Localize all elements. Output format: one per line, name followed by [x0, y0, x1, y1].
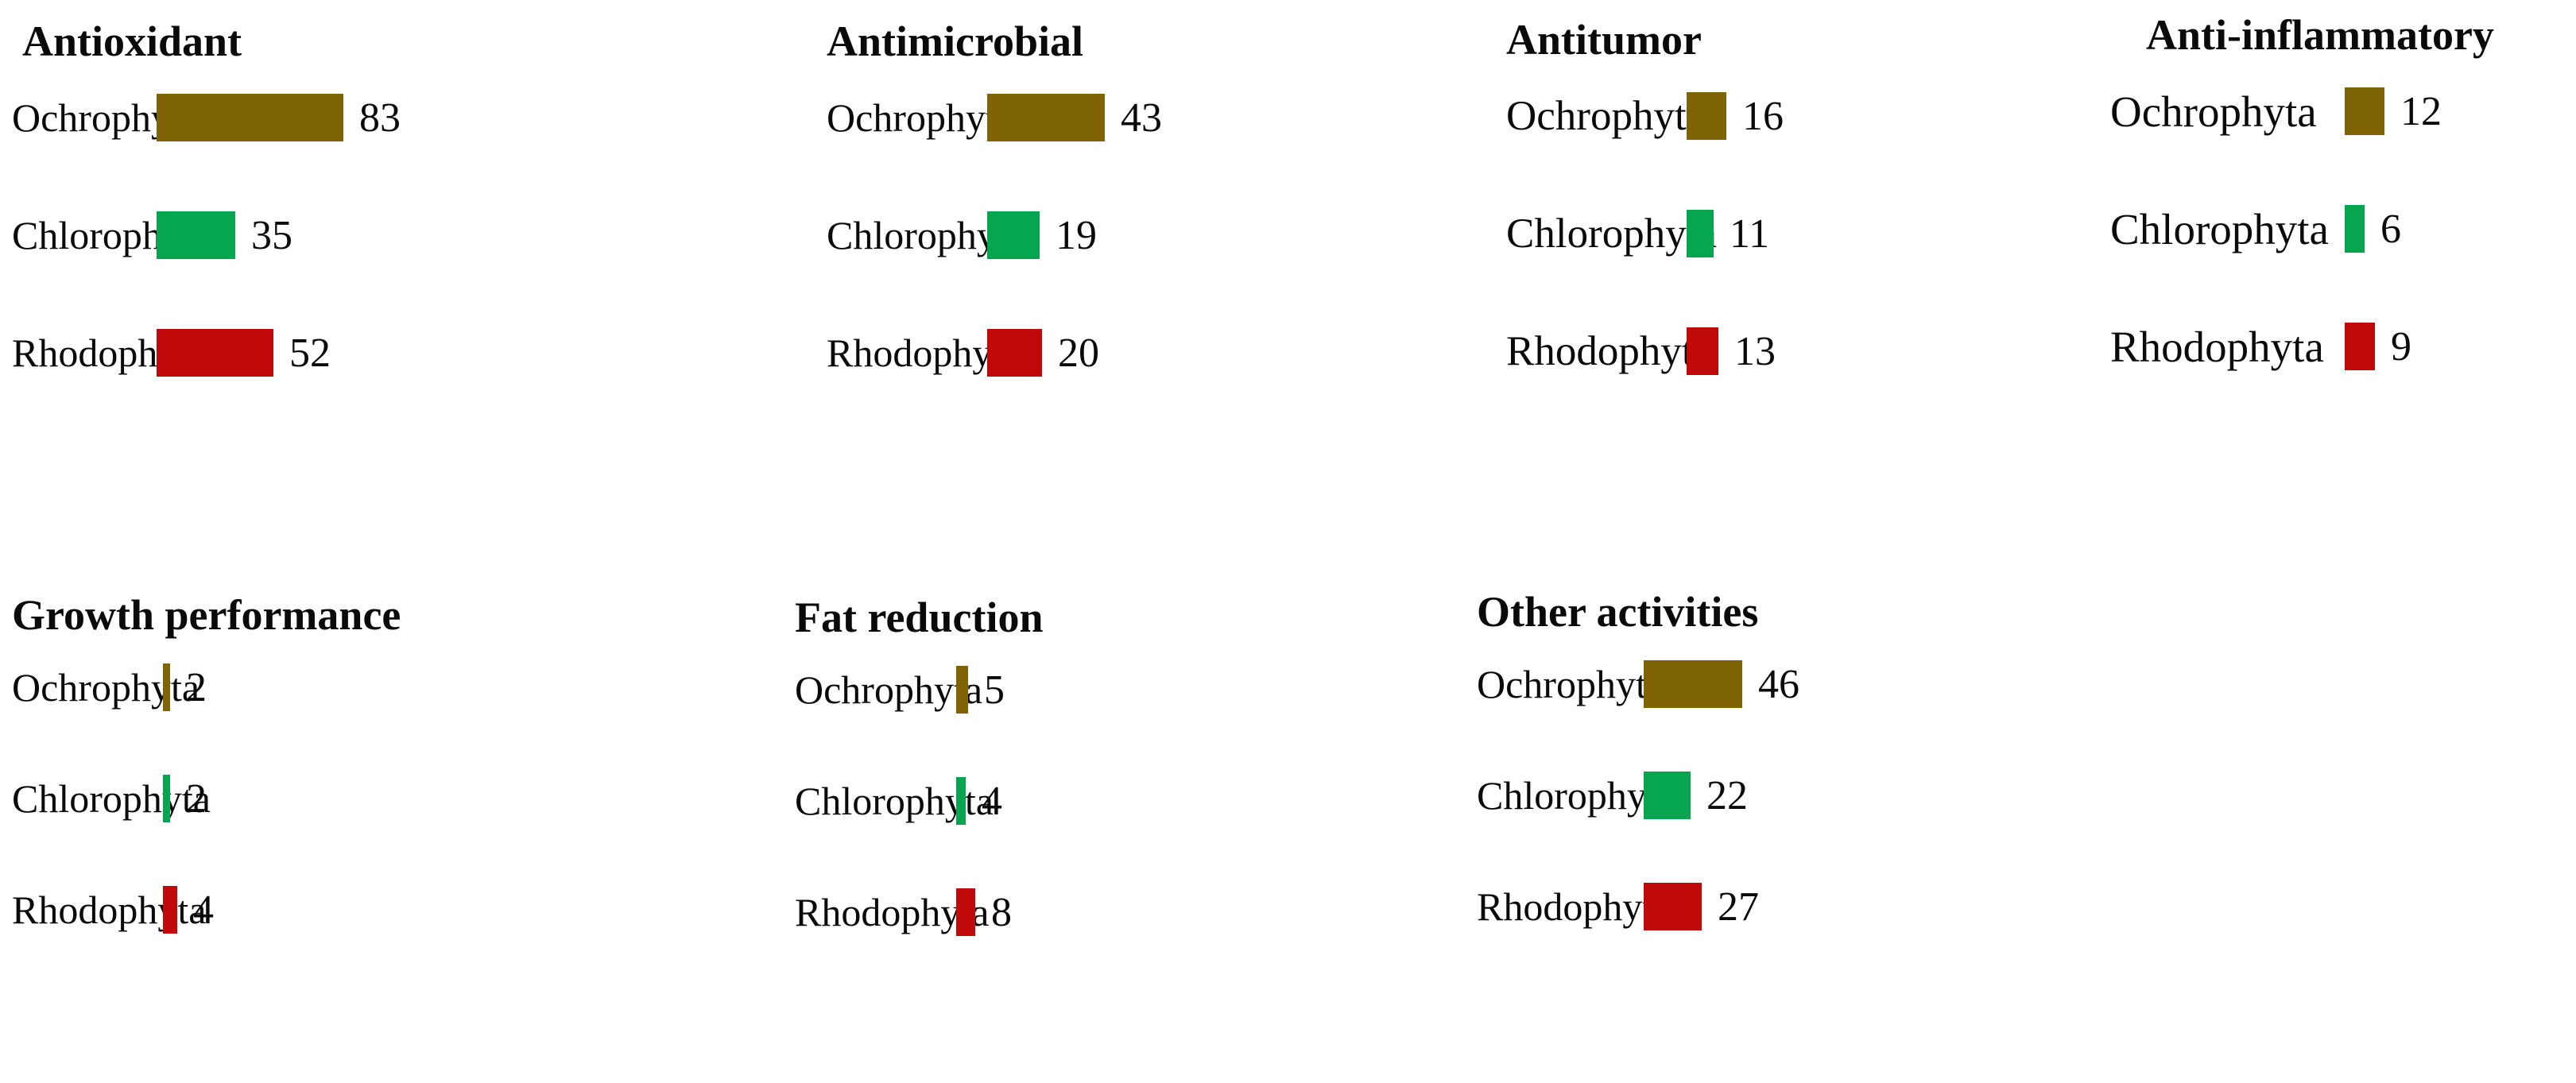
bar-row: Chlorophyta 2 [12, 774, 401, 823]
panel-title: Antimicrobial [827, 17, 1083, 65]
bar-value: 5 [984, 667, 1005, 713]
panel-fat-reduction: Fat reduction Ochrophyta 5 Chlorophyta 4… [795, 592, 1043, 937]
bar-row: Rhodophyta 52 [12, 328, 401, 377]
bar-rhodophyta [157, 329, 273, 377]
bar-value: 9 [2391, 323, 2411, 369]
panel-other-activities: Other activities Ochrophyta 46 Chlorophy… [1477, 586, 1799, 931]
panel-title: Other activities [1477, 588, 1759, 636]
category-label-chlorophyta: Chlorophyta [1477, 773, 1675, 818]
category-label-rhodophyta: Rhodophyta [827, 331, 1021, 375]
bar-chlorophyta [2345, 205, 2365, 253]
bar-row: Chlorophyta 19 [827, 211, 1162, 260]
bar-value: 8 [991, 889, 1012, 935]
bar-rhodophyta [956, 888, 975, 936]
category-label-rhodophyta: Rhodophyta [1506, 328, 1713, 374]
category-label-ochrophyta: Ochrophyta [827, 95, 1015, 140]
panel-title: Growth performance [12, 591, 401, 639]
category-label-rhodophyta: Rhodophyta [12, 331, 207, 375]
bar-chlorophyta [163, 775, 170, 822]
bar-row: Chlorophyta 35 [12, 211, 401, 260]
category-label-rhodophyta: Rhodophyta [1477, 884, 1671, 929]
bar-value: 19 [1056, 212, 1097, 258]
bar-row: Ochrophyta 12 [2110, 87, 2494, 136]
category-label-ochrophyta: Ochrophyta [1506, 93, 1706, 139]
bar-ochrophyta [2345, 87, 2384, 135]
category-label-rhodophyta: Rhodophyta [12, 888, 207, 932]
category-label-chlorophyta: Chlorophyta [12, 776, 211, 821]
category-label-chlorophyta: Chlorophyta [12, 213, 211, 257]
bar-row: Chlorophyta 11 [1506, 209, 1784, 258]
bar-rhodophyta [1644, 883, 1702, 930]
bar-value: 12 [2400, 88, 2442, 134]
bar-chlorophyta [1644, 772, 1691, 819]
category-label-chlorophyta: Chlorophyta [795, 779, 994, 823]
bar-row: Ochrophyta 46 [1477, 659, 1799, 709]
bar-row: Chlorophyta 22 [1477, 771, 1799, 820]
bar-value: 83 [359, 95, 401, 141]
bar-rhodophyta [1687, 327, 1718, 375]
bar-ochrophyta [1687, 92, 1726, 140]
bar-row: Ochrophyta 5 [795, 665, 1043, 714]
bar-chlorophyta [1687, 210, 1714, 257]
bar-value: 20 [1058, 330, 1099, 376]
category-label-ochrophyta: Ochrophyta [1477, 662, 1665, 706]
bar-ochrophyta [987, 94, 1105, 141]
bar-value: 27 [1718, 884, 1759, 930]
category-label-ochrophyta: Ochrophyta [795, 667, 983, 712]
bar-rhodophyta [2345, 323, 2375, 370]
bar-chlorophyta [956, 777, 966, 825]
panel-antioxidant: Antioxidant Ochrophyta 83 Chlorophyta 35… [12, 16, 401, 377]
category-label-chlorophyta: Chlorophyta [2110, 204, 2329, 253]
bar-row: Rhodophyta 27 [1477, 882, 1799, 931]
panel-title: Anti-inflammatory [2146, 11, 2494, 59]
bar-row: Rhodophyta 4 [12, 885, 401, 934]
bar-row: Chlorophyta 4 [795, 776, 1043, 826]
bar-value: 52 [289, 330, 331, 376]
bar-chlorophyta [987, 211, 1040, 259]
bar-value: 6 [2380, 206, 2401, 252]
category-label-rhodophyta: Rhodophyta [2110, 322, 2324, 371]
bar-row: Rhodophyta 13 [1506, 327, 1784, 376]
panel-growth-performance: Growth performance Ochrophyta 2 Chloroph… [12, 590, 401, 934]
category-label-chlorophyta: Chlorophyta [1506, 211, 1717, 257]
bar-value: 43 [1121, 95, 1162, 141]
bar-row: Ochrophyta 16 [1506, 91, 1784, 141]
category-label-rhodophyta: Rhodophyta [795, 890, 990, 934]
bar-value: 4 [193, 887, 214, 933]
bar-value: 11 [1730, 211, 1770, 257]
bar-row: Rhodophyta 8 [795, 888, 1043, 937]
bar-row: Ochrophyta 43 [827, 93, 1162, 142]
bar-value: 2 [186, 664, 207, 710]
panel-antimicrobial: Antimicrobial Ochrophyta 43 Chlorophyta … [827, 16, 1162, 377]
bar-chlorophyta [157, 211, 235, 259]
bar-row: Ochrophyta 83 [12, 93, 401, 142]
bar-value: 35 [251, 212, 292, 258]
panel-anti-inflammatory: Anti-inflammatory Ochrophyta 12 Chloroph… [2110, 10, 2494, 371]
bar-rhodophyta [987, 329, 1042, 377]
bar-ochrophyta [1644, 660, 1742, 708]
bar-value: 13 [1734, 328, 1776, 374]
panel-antitumor: Antitumor Ochrophyta 16 Chlorophyta 11 R… [1506, 14, 1784, 376]
category-label-chlorophyta: Chlorophyta [827, 213, 1025, 257]
bar-row: Rhodophyta 20 [827, 328, 1162, 377]
category-label-ochrophyta: Ochrophyta [12, 665, 200, 710]
panel-title: Fat reduction [795, 594, 1044, 641]
bar-value: 16 [1742, 93, 1784, 139]
bar-row: Rhodophyta 9 [2110, 322, 2494, 371]
bar-value: 46 [1758, 661, 1799, 707]
category-label-ochrophyta: Ochrophyta [12, 95, 200, 140]
bar-ochrophyta [956, 666, 968, 714]
bar-ochrophyta [163, 663, 170, 711]
bar-value: 2 [186, 776, 207, 822]
panel-title: Antioxidant [22, 17, 242, 65]
category-label-ochrophyta: Ochrophyta [2110, 87, 2317, 136]
bar-row: Ochrophyta 2 [12, 663, 401, 712]
bar-value: 4 [982, 778, 1002, 824]
bar-row: Chlorophyta 6 [2110, 204, 2494, 253]
bar-value: 22 [1706, 772, 1748, 818]
bar-ochrophyta [157, 94, 343, 141]
bar-rhodophyta [163, 886, 177, 934]
panel-title: Antitumor [1506, 16, 1702, 64]
